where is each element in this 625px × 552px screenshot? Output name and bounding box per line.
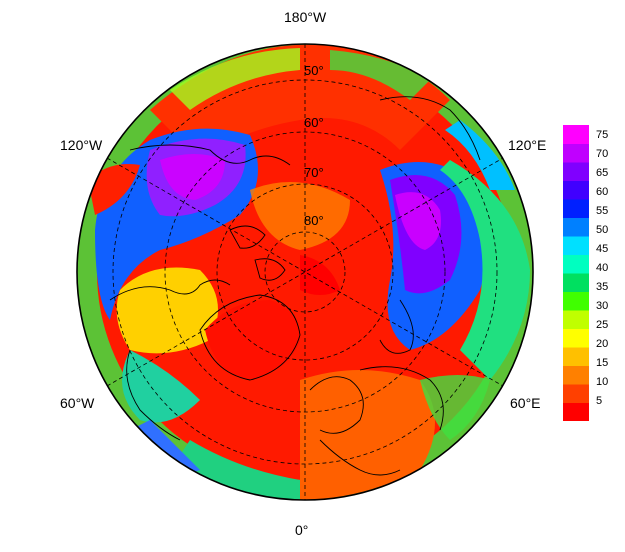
colorbar-tick-label: 70	[596, 148, 609, 161]
coastlines	[109, 96, 481, 476]
pole-orange	[250, 182, 350, 250]
lon-label-120w: 120°W	[60, 137, 103, 153]
greenland	[205, 300, 300, 380]
hudson-yellow	[116, 267, 218, 354]
eurasia-green	[440, 160, 530, 380]
colorbar-tick-label: 30	[596, 300, 609, 313]
colorbar-band	[563, 291, 589, 311]
colorbar-tick-label: 45	[596, 243, 609, 256]
lat-label-80: 80°	[304, 213, 324, 228]
colorbar-tick-label: 60	[596, 186, 609, 199]
colorbar-tick-label: 75	[596, 129, 609, 142]
colorbar-tick-label: 20	[596, 338, 609, 351]
colorbar-tick-label: 10	[596, 376, 609, 389]
map-border	[76, 43, 534, 501]
colorbar-band	[563, 180, 589, 200]
colorbar-tick-label: 50	[596, 224, 609, 237]
graticule	[106, 44, 504, 500]
colorbar-tick-label: 25	[596, 319, 609, 332]
colorbar-band	[563, 217, 589, 237]
colorbar-tick-label: 35	[596, 281, 609, 294]
colorbar-band	[563, 254, 589, 274]
colorbar-tick-label: 15	[596, 357, 609, 370]
lon-label-0: 0°	[295, 522, 309, 538]
lon-label-120e: 120°E	[508, 137, 547, 153]
colorbar-band	[563, 125, 589, 144]
lon-label-60e: 60°E	[510, 395, 541, 411]
lat-label-70: 70°	[304, 165, 324, 180]
colorbar-tick-label: 40	[596, 262, 609, 275]
colorbar-tick-label: 65	[596, 167, 609, 180]
colorbar-band	[563, 310, 589, 329]
europe-orange	[300, 370, 435, 500]
colorbar-band	[563, 347, 589, 366]
colorbar-band	[563, 143, 589, 163]
lat-label-60: 60°	[304, 115, 324, 130]
colorbar-tick-label: 55	[596, 205, 609, 218]
colorbar-band	[563, 365, 589, 385]
colorbar-band	[563, 236, 589, 255]
colorbar-band	[563, 273, 589, 292]
colorbar-band	[563, 328, 589, 348]
colorbar-tick-label: 5	[596, 395, 603, 408]
lon-label-60w: 60°W	[60, 395, 95, 411]
colorbar	[563, 125, 589, 421]
colorbar-band	[563, 199, 589, 218]
lat-label-50: 50°	[304, 63, 324, 78]
colorbar-band	[563, 402, 589, 421]
lon-label-180w: 180°W	[284, 9, 327, 25]
data-field	[77, 44, 533, 500]
colorbar-band	[563, 162, 589, 181]
colorbar-band	[563, 384, 589, 403]
